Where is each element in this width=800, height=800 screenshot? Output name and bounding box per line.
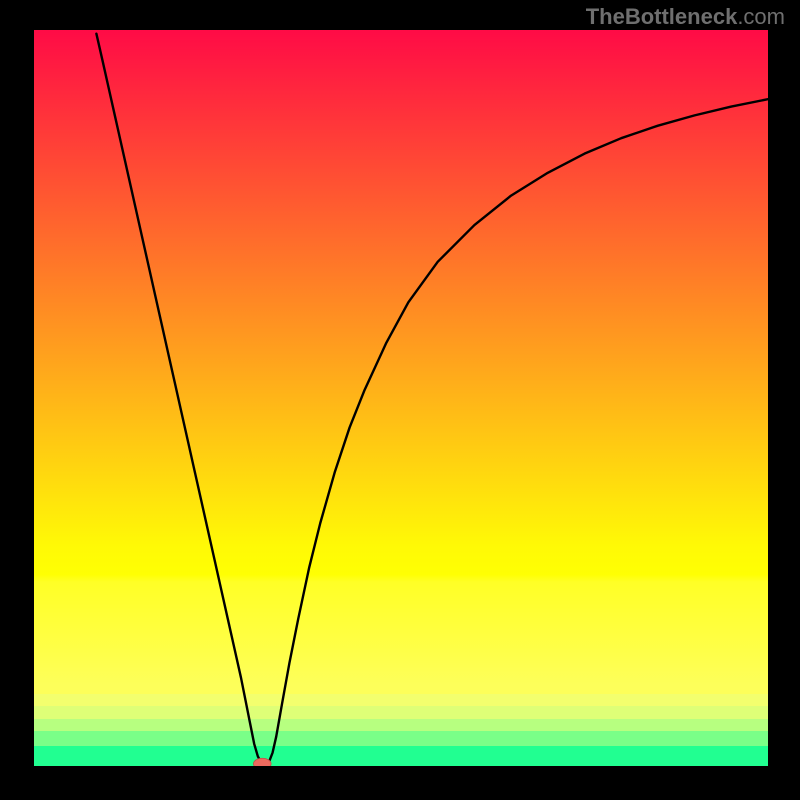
watermark-brand: TheBottleneck xyxy=(586,4,738,29)
watermark-tld: .com xyxy=(737,4,785,29)
chart-root: TheBottleneck.com xyxy=(0,0,800,800)
color-band xyxy=(34,731,768,746)
gradient-background xyxy=(34,30,768,766)
color-band xyxy=(34,706,768,719)
watermark-text: TheBottleneck.com xyxy=(586,4,785,30)
plot-area xyxy=(34,30,768,766)
color-band xyxy=(34,694,768,707)
color-band xyxy=(34,719,768,732)
color-band xyxy=(34,746,768,766)
